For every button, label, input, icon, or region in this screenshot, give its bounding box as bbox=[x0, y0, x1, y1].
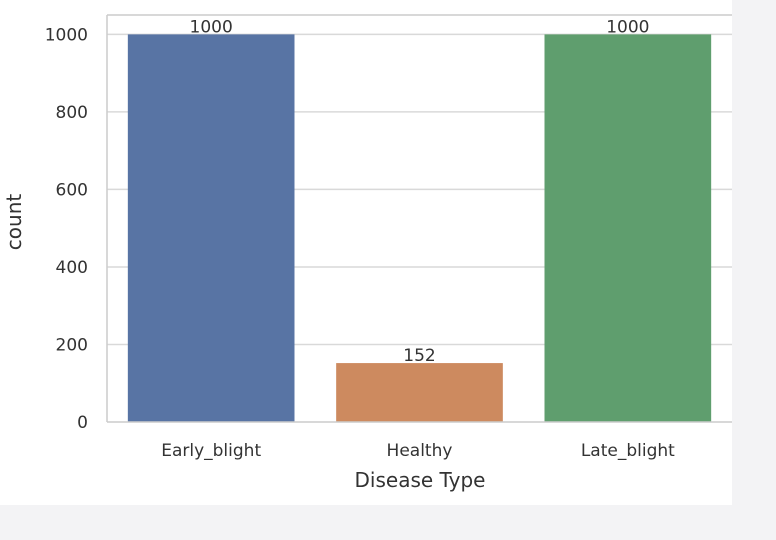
data-label: 152 bbox=[403, 346, 435, 366]
y-tick-labels: 0 200 400 600 800 1000 bbox=[45, 25, 88, 433]
y-tick-label: 400 bbox=[56, 258, 88, 278]
y-tick-label: 200 bbox=[56, 335, 88, 355]
x-tick-label: Healthy bbox=[387, 441, 453, 461]
chart-figure: 1000 152 1000 0 200 400 600 800 1000 Early_blig… bbox=[0, 0, 732, 505]
data-labels: 1000 152 1000 bbox=[190, 17, 650, 366]
y-tick-label: 0 bbox=[77, 413, 88, 433]
bar-healthy bbox=[336, 363, 503, 422]
y-tick-label: 600 bbox=[56, 180, 88, 200]
data-label: 1000 bbox=[190, 17, 233, 37]
bar-late-blight bbox=[544, 34, 712, 422]
y-axis-title: count bbox=[2, 194, 26, 251]
x-tick-label: Late_blight bbox=[581, 441, 675, 461]
x-tick-labels: Early_blight Healthy Late_blight bbox=[161, 441, 675, 461]
x-axis-title: Disease Type bbox=[355, 468, 486, 492]
axes-frame bbox=[106, 14, 732, 423]
bar-early-blight bbox=[127, 34, 295, 422]
bars bbox=[127, 34, 712, 422]
y-tick-label: 1000 bbox=[45, 25, 88, 45]
data-label: 1000 bbox=[606, 17, 649, 37]
bar-chart: 1000 152 1000 0 200 400 600 800 1000 Early_blig… bbox=[2, 14, 732, 492]
x-tick-label: Early_blight bbox=[161, 441, 261, 461]
y-tick-label: 800 bbox=[56, 103, 88, 123]
